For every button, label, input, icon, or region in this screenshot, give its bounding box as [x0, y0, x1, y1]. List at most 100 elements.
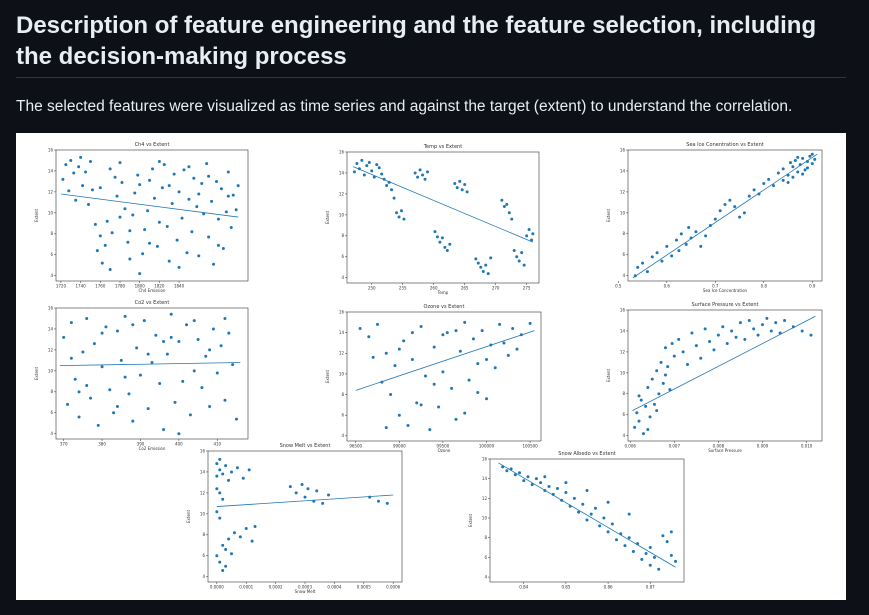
y-tick-label: 16 — [339, 309, 345, 314]
scatter-point — [577, 510, 581, 514]
scatter-point — [670, 254, 674, 258]
scatter-point — [458, 349, 462, 353]
scatter-point — [648, 563, 652, 567]
scatter-point — [623, 544, 627, 548]
scatter-point — [668, 388, 672, 392]
scatter-point — [527, 228, 531, 232]
scatter-point — [126, 240, 130, 244]
scatter-point — [760, 323, 764, 327]
scatter-point — [221, 497, 225, 501]
scatter-point — [221, 472, 225, 476]
scatter-point — [146, 209, 150, 213]
scatter-point — [639, 398, 643, 402]
scatter-point — [765, 316, 769, 320]
scatter-point — [113, 175, 117, 179]
scatter-point — [513, 473, 517, 477]
scatter-point — [428, 428, 432, 432]
scatter-point — [227, 331, 231, 335]
scatter-point — [165, 225, 169, 229]
scatter-point — [644, 551, 648, 555]
scatter-point — [502, 341, 506, 345]
scatter-point — [728, 198, 732, 202]
chart-snow-albedo-vs-extent: Snow Albedo vs Extent 0.84 0.85 0.86 0.87 4 6 8… — [468, 451, 685, 590]
scatter-point — [93, 222, 97, 226]
scatter-point — [655, 251, 659, 255]
scatter-point — [646, 427, 650, 431]
y-tick-label: 14 — [620, 168, 626, 173]
y-tick-label: 12 — [339, 191, 345, 196]
scatter-point — [69, 321, 73, 325]
scatter-point — [479, 265, 483, 269]
scatter-point — [73, 377, 77, 381]
scatter-point — [674, 559, 678, 563]
scatter-point — [384, 351, 388, 355]
scatter-point — [455, 186, 459, 190]
scatter-point — [221, 568, 225, 572]
scatter-point — [526, 475, 530, 479]
scatter-point — [123, 314, 127, 318]
x-tick-label: 0.0006 — [386, 585, 400, 590]
scatter-point — [437, 405, 441, 409]
scatter-point — [522, 263, 526, 267]
scatter-point — [362, 173, 366, 177]
x-axis-label: Temp — [437, 290, 449, 295]
scatter-point — [400, 209, 404, 213]
scatter-point — [120, 180, 124, 184]
scatter-point — [88, 160, 92, 164]
y-tick-label: 4 — [341, 433, 344, 438]
y-axis-label: Extent — [468, 514, 473, 527]
x-axis-label: Surface Pressure — [708, 448, 742, 453]
x-tick-label: 0.8 — [761, 284, 768, 289]
scatter-point — [148, 178, 152, 182]
scatter-point — [585, 518, 589, 522]
scatter-point — [703, 327, 707, 331]
scatter-point — [365, 164, 369, 168]
scatter-point — [721, 325, 725, 329]
scatter-point — [138, 272, 142, 276]
scatter-point — [467, 378, 471, 382]
scatter-point — [406, 424, 410, 428]
y-tick-label: 14 — [620, 328, 626, 333]
scatter-point — [564, 481, 568, 485]
scatter-point — [743, 337, 747, 341]
scatter-point — [210, 199, 214, 203]
scatter-point — [791, 165, 795, 169]
scatter-point — [200, 182, 204, 186]
scatter-point — [395, 211, 399, 215]
scatter-point — [327, 493, 331, 497]
x-tick-label: 0.008 — [713, 444, 725, 449]
x-tick-label: 0.0005 — [357, 585, 371, 590]
scatter-point — [177, 340, 181, 344]
scatter-point — [123, 207, 127, 211]
plot-frame — [627, 149, 823, 282]
scatter-point — [148, 241, 152, 245]
scatter-point — [85, 316, 89, 320]
scatter-point — [675, 238, 678, 242]
scatter-point — [105, 219, 109, 223]
scatter-point — [426, 170, 430, 174]
scatter-point — [108, 388, 112, 392]
y-tick-label: 8 — [50, 389, 53, 394]
scatter-point — [684, 242, 688, 246]
scatter-point — [723, 202, 727, 206]
scatter-point — [734, 335, 738, 339]
scatter-point — [808, 154, 812, 158]
scatter-point — [188, 413, 192, 417]
scatter-point — [733, 205, 737, 209]
scatter-point — [423, 177, 427, 181]
scatter-point — [81, 350, 85, 354]
scatter-point — [788, 161, 792, 165]
scatter-point — [219, 344, 223, 348]
scatter-point — [77, 415, 81, 419]
y-tick-label: 6 — [622, 252, 625, 257]
scatter-point — [598, 524, 602, 528]
scatter-point — [157, 160, 161, 164]
scatter-point — [131, 213, 135, 217]
scatter-point — [650, 377, 654, 381]
scatter-point — [669, 530, 673, 534]
scatter-point — [146, 407, 150, 411]
x-tick-label: 0.6 — [664, 284, 671, 289]
scatter-point — [360, 158, 364, 162]
y-tick-label: 6 — [50, 410, 53, 415]
scatter-point — [224, 548, 228, 552]
